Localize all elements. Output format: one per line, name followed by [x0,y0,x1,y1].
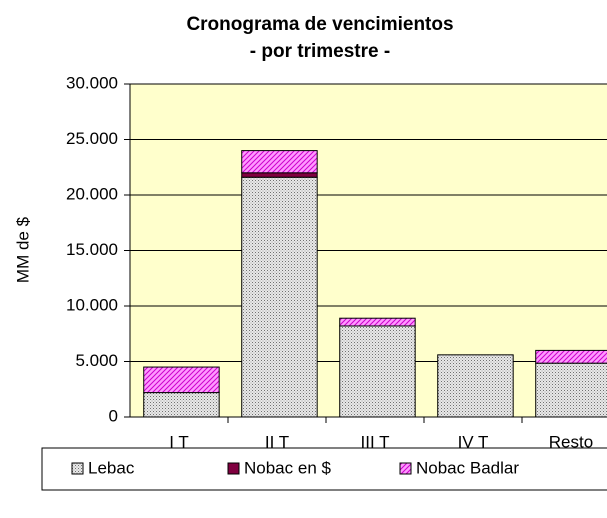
x-tick-label: II T [265,432,289,451]
bar-segment [437,354,514,418]
y-tick-label: 30.000 [66,73,118,92]
chart-title: Cronograma de vencimientos [186,14,453,35]
x-tick-label: I T [169,432,189,451]
legend-box [41,447,607,491]
bar-segment [241,150,318,174]
bar-segment [241,172,318,178]
bar-segment [535,349,607,364]
y-tick-label: 5.000 [75,351,118,370]
x-tick-label: III T [361,432,390,451]
x-tick-label: Resto [549,432,593,451]
y-tick-label: 0 [109,406,118,425]
chart-subtitle: - por trimestre - [250,41,390,62]
bar-segment [143,366,220,394]
x-tick-label: IV T [458,432,489,451]
legend-swatch [71,462,84,475]
y-tick-label: 25.000 [66,129,118,148]
bar-segment [241,176,318,418]
legend-label: Nobac en $ [244,458,331,477]
legend-swatch [227,462,240,475]
bar-segment [143,392,220,418]
y-tick-label: 20.000 [66,184,118,203]
bar-segment [535,362,607,418]
y-axis-label: MM de $ [13,216,32,283]
bar-segment [339,325,416,418]
legend-label: Lebac [88,458,135,477]
y-tick-label: 10.000 [66,295,118,314]
legend-label: Nobac Badlar [416,458,519,477]
y-tick-label: 15.000 [66,240,118,259]
legend-swatch [399,462,412,475]
bar-segment [339,317,416,327]
